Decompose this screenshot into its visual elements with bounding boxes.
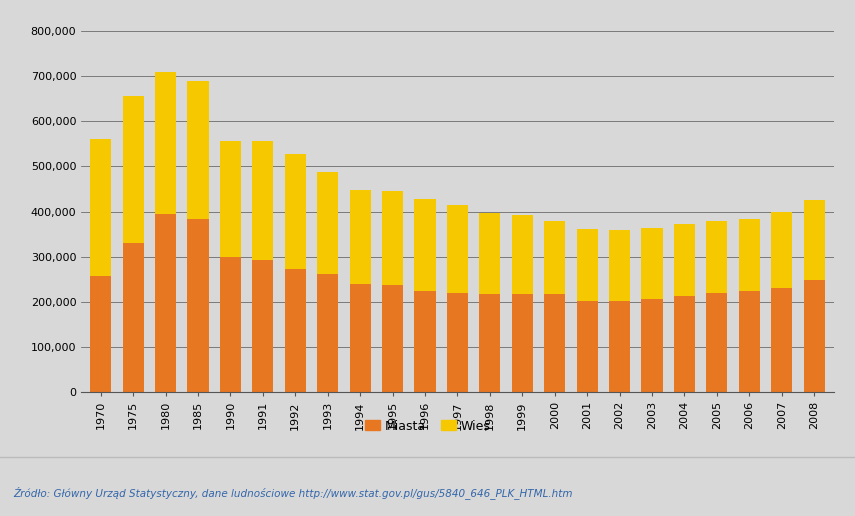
Bar — [641, 228, 663, 299]
Text: Źródło: Główny Urząd Statystyczny, dane ludnościowe http://www.stat.gov.pl/gus/5: Źródło: Główny Urząd Statystyczny, dane … — [13, 486, 572, 499]
Bar — [415, 291, 435, 392]
Bar — [285, 269, 306, 392]
Bar — [739, 219, 760, 291]
Bar — [90, 139, 111, 276]
Bar — [512, 294, 533, 392]
Legend: Miasta, Wieś: Miasta, Wieś — [359, 414, 496, 438]
Bar — [544, 221, 565, 294]
Bar — [252, 260, 274, 392]
Bar — [317, 172, 339, 274]
Bar — [804, 280, 825, 392]
Bar — [187, 80, 209, 219]
Bar — [706, 221, 728, 293]
Bar — [317, 274, 339, 392]
Bar — [641, 299, 663, 392]
Bar — [350, 284, 371, 392]
Bar — [804, 200, 825, 280]
Bar — [674, 224, 695, 296]
Bar — [90, 276, 111, 392]
Bar — [771, 213, 793, 288]
Bar — [512, 215, 533, 294]
Bar — [415, 199, 435, 291]
Bar — [706, 293, 728, 392]
Bar — [285, 154, 306, 269]
Bar — [382, 191, 403, 285]
Bar — [544, 294, 565, 392]
Bar — [609, 230, 630, 301]
Bar — [739, 291, 760, 392]
Bar — [576, 229, 598, 301]
Bar — [382, 285, 403, 392]
Bar — [350, 190, 371, 284]
Bar — [447, 293, 468, 392]
Bar — [252, 141, 274, 260]
Bar — [220, 141, 241, 256]
Bar — [480, 294, 500, 392]
Bar — [155, 72, 176, 214]
Bar — [155, 214, 176, 392]
Bar — [187, 219, 209, 392]
Bar — [576, 301, 598, 392]
Bar — [122, 96, 144, 243]
Bar — [447, 205, 468, 293]
Bar — [609, 301, 630, 392]
Bar — [122, 243, 144, 392]
Bar — [480, 214, 500, 294]
Bar — [220, 256, 241, 392]
Bar — [771, 288, 793, 392]
Bar — [674, 296, 695, 392]
